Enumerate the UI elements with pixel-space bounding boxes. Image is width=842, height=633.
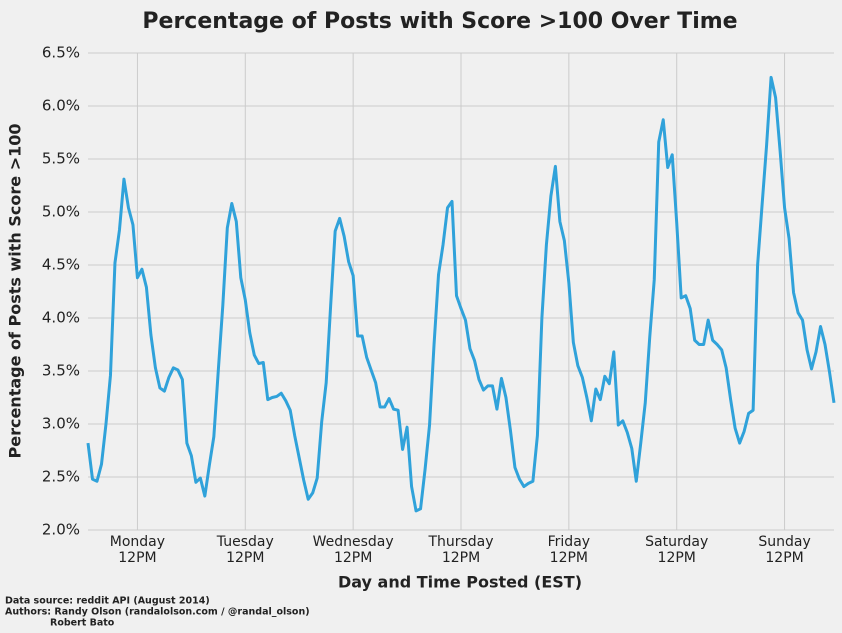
y-tick-label: 4.5%	[42, 256, 80, 274]
note: Robert Bato	[50, 618, 115, 629]
x-tick-label: Thursday 12PM	[428, 534, 494, 566]
x-tick-label: Tuesday 12PM	[216, 534, 274, 566]
y-tick-label: 3.5%	[42, 362, 80, 380]
chart-title: Percentage of Posts with Score >100 Over…	[142, 9, 737, 34]
y-tick-label: 6.0%	[42, 97, 80, 115]
y-tick-label: 5.5%	[42, 150, 80, 168]
x-tick-label: Wednesday 12PM	[312, 534, 394, 566]
x-axis-label: Day and Time Posted (EST)	[338, 573, 582, 592]
data-line	[86, 75, 836, 513]
x-tick-label: Monday 12PM	[109, 534, 166, 566]
y-tick-label: 6.5%	[42, 44, 80, 62]
y-tick-label: 3.0%	[42, 415, 80, 433]
x-tick-label: Saturday 12PM	[645, 534, 709, 566]
note: Data source: reddit API (August 2014)	[5, 596, 210, 607]
y-tick-label: 4.0%	[42, 309, 80, 327]
y-axis-label: Percentage of Posts with Score >100	[6, 123, 25, 458]
y-tick-label: 5.0%	[42, 203, 80, 221]
x-tick-label: Friday 12PM	[547, 534, 591, 566]
y-tick-label: 2.5%	[42, 468, 80, 486]
x-tick-label: Sunday 12PM	[758, 534, 811, 566]
note: Authors: Randy Olson (randalolson.com / …	[5, 607, 310, 618]
y-tick-label: 2.0%	[42, 521, 80, 539]
